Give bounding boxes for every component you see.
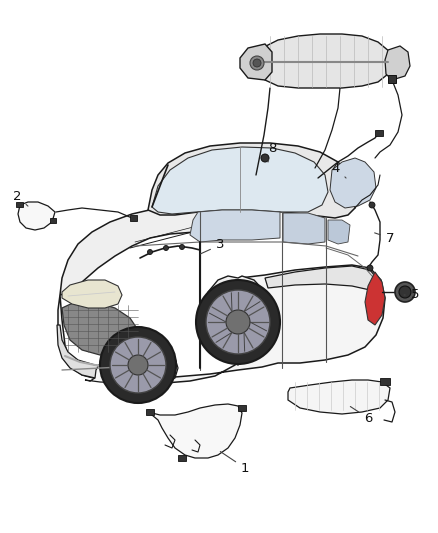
Polygon shape [148, 404, 242, 458]
Circle shape [128, 355, 148, 375]
Bar [146, 409, 154, 415]
Bar [388, 75, 396, 83]
Polygon shape [330, 158, 376, 208]
Text: 6: 6 [350, 407, 372, 424]
Text: 1: 1 [220, 451, 249, 474]
Bar [375, 130, 383, 136]
Circle shape [395, 282, 415, 302]
Polygon shape [58, 265, 385, 383]
Text: 4: 4 [332, 161, 346, 178]
Text: 2: 2 [13, 190, 28, 206]
Circle shape [100, 327, 176, 403]
Circle shape [163, 246, 169, 251]
Polygon shape [265, 266, 380, 295]
Circle shape [253, 59, 261, 67]
Polygon shape [60, 203, 268, 295]
Polygon shape [202, 276, 270, 365]
Polygon shape [148, 143, 355, 218]
Polygon shape [283, 213, 325, 244]
Polygon shape [385, 46, 410, 80]
Polygon shape [57, 325, 140, 382]
Text: 5: 5 [404, 288, 419, 302]
Circle shape [399, 286, 411, 298]
Bar [16, 202, 23, 207]
Circle shape [180, 245, 184, 249]
Circle shape [369, 202, 375, 208]
Polygon shape [18, 202, 55, 230]
Text: 8: 8 [268, 141, 276, 162]
Bar [238, 405, 246, 411]
Polygon shape [62, 302, 140, 356]
Polygon shape [85, 342, 178, 383]
Polygon shape [365, 272, 385, 325]
Polygon shape [62, 280, 122, 308]
Circle shape [226, 310, 250, 334]
Text: 3: 3 [201, 238, 224, 254]
Circle shape [261, 154, 269, 162]
Bar [178, 455, 186, 461]
Circle shape [367, 265, 373, 271]
Polygon shape [258, 34, 392, 88]
Bar [50, 218, 56, 223]
Polygon shape [152, 147, 328, 214]
Polygon shape [328, 220, 350, 244]
Polygon shape [288, 380, 390, 414]
Circle shape [196, 280, 280, 364]
Bar [130, 215, 137, 221]
Polygon shape [240, 44, 272, 80]
Text: 7: 7 [374, 231, 394, 245]
Circle shape [206, 290, 270, 354]
Bar [380, 378, 390, 385]
Polygon shape [190, 210, 280, 242]
Circle shape [148, 249, 152, 254]
Circle shape [250, 56, 264, 70]
Circle shape [110, 337, 166, 393]
